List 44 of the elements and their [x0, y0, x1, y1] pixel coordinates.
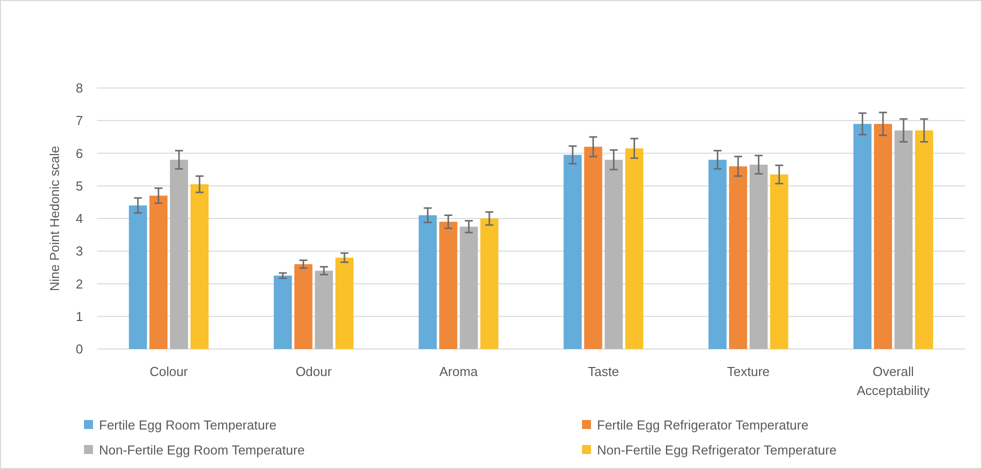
bar	[564, 154, 582, 349]
x-tick-label: Aroma	[439, 364, 478, 379]
y-tick-label: 8	[76, 80, 83, 96]
y-tick-label: 2	[76, 276, 83, 292]
bar	[439, 222, 458, 349]
x-tick-label: Odour	[296, 364, 332, 379]
bar	[480, 218, 498, 349]
bar	[708, 160, 727, 349]
bar	[604, 160, 623, 349]
bar	[584, 146, 602, 349]
bar	[274, 276, 292, 349]
x-tick-label: Texture	[727, 364, 770, 379]
y-tick-label: 6	[76, 146, 83, 161]
bar	[335, 258, 354, 349]
bar	[915, 130, 934, 349]
bar	[729, 166, 748, 349]
bar	[853, 124, 872, 349]
x-tick-label: Overall Acceptability	[856, 364, 930, 398]
x-tick-label: Taste	[588, 364, 619, 379]
bar	[460, 226, 478, 349]
legend-label: Fertile Egg Refrigerator Temperature	[597, 418, 808, 433]
legend-label: Fertile Egg Room Temperature	[99, 418, 277, 433]
bar	[625, 148, 644, 349]
bar	[750, 164, 768, 349]
y-tick-label: 1	[76, 308, 83, 324]
bar	[874, 124, 892, 349]
legend-label: Non-Fertile Egg Refrigerator Temperature	[597, 442, 837, 458]
x-tick-label: Colour	[150, 364, 189, 379]
legend-label: Non-Fertile Egg Room Temperature	[99, 442, 305, 458]
bar	[190, 184, 209, 349]
y-axis-title: Nine Point Hedonic scale	[47, 146, 62, 292]
y-tick-label: 7	[76, 113, 83, 128]
bar	[149, 196, 168, 349]
bar	[170, 160, 188, 349]
y-tick-label: 4	[76, 211, 83, 226]
y-tick-label: 5	[76, 178, 83, 194]
bar	[418, 215, 437, 349]
bar	[128, 205, 147, 349]
bar	[294, 264, 312, 349]
bar	[314, 270, 333, 349]
bar	[770, 174, 788, 349]
bar	[894, 130, 913, 349]
y-tick-label: 0	[76, 342, 83, 357]
y-tick-label: 3	[76, 244, 83, 259]
